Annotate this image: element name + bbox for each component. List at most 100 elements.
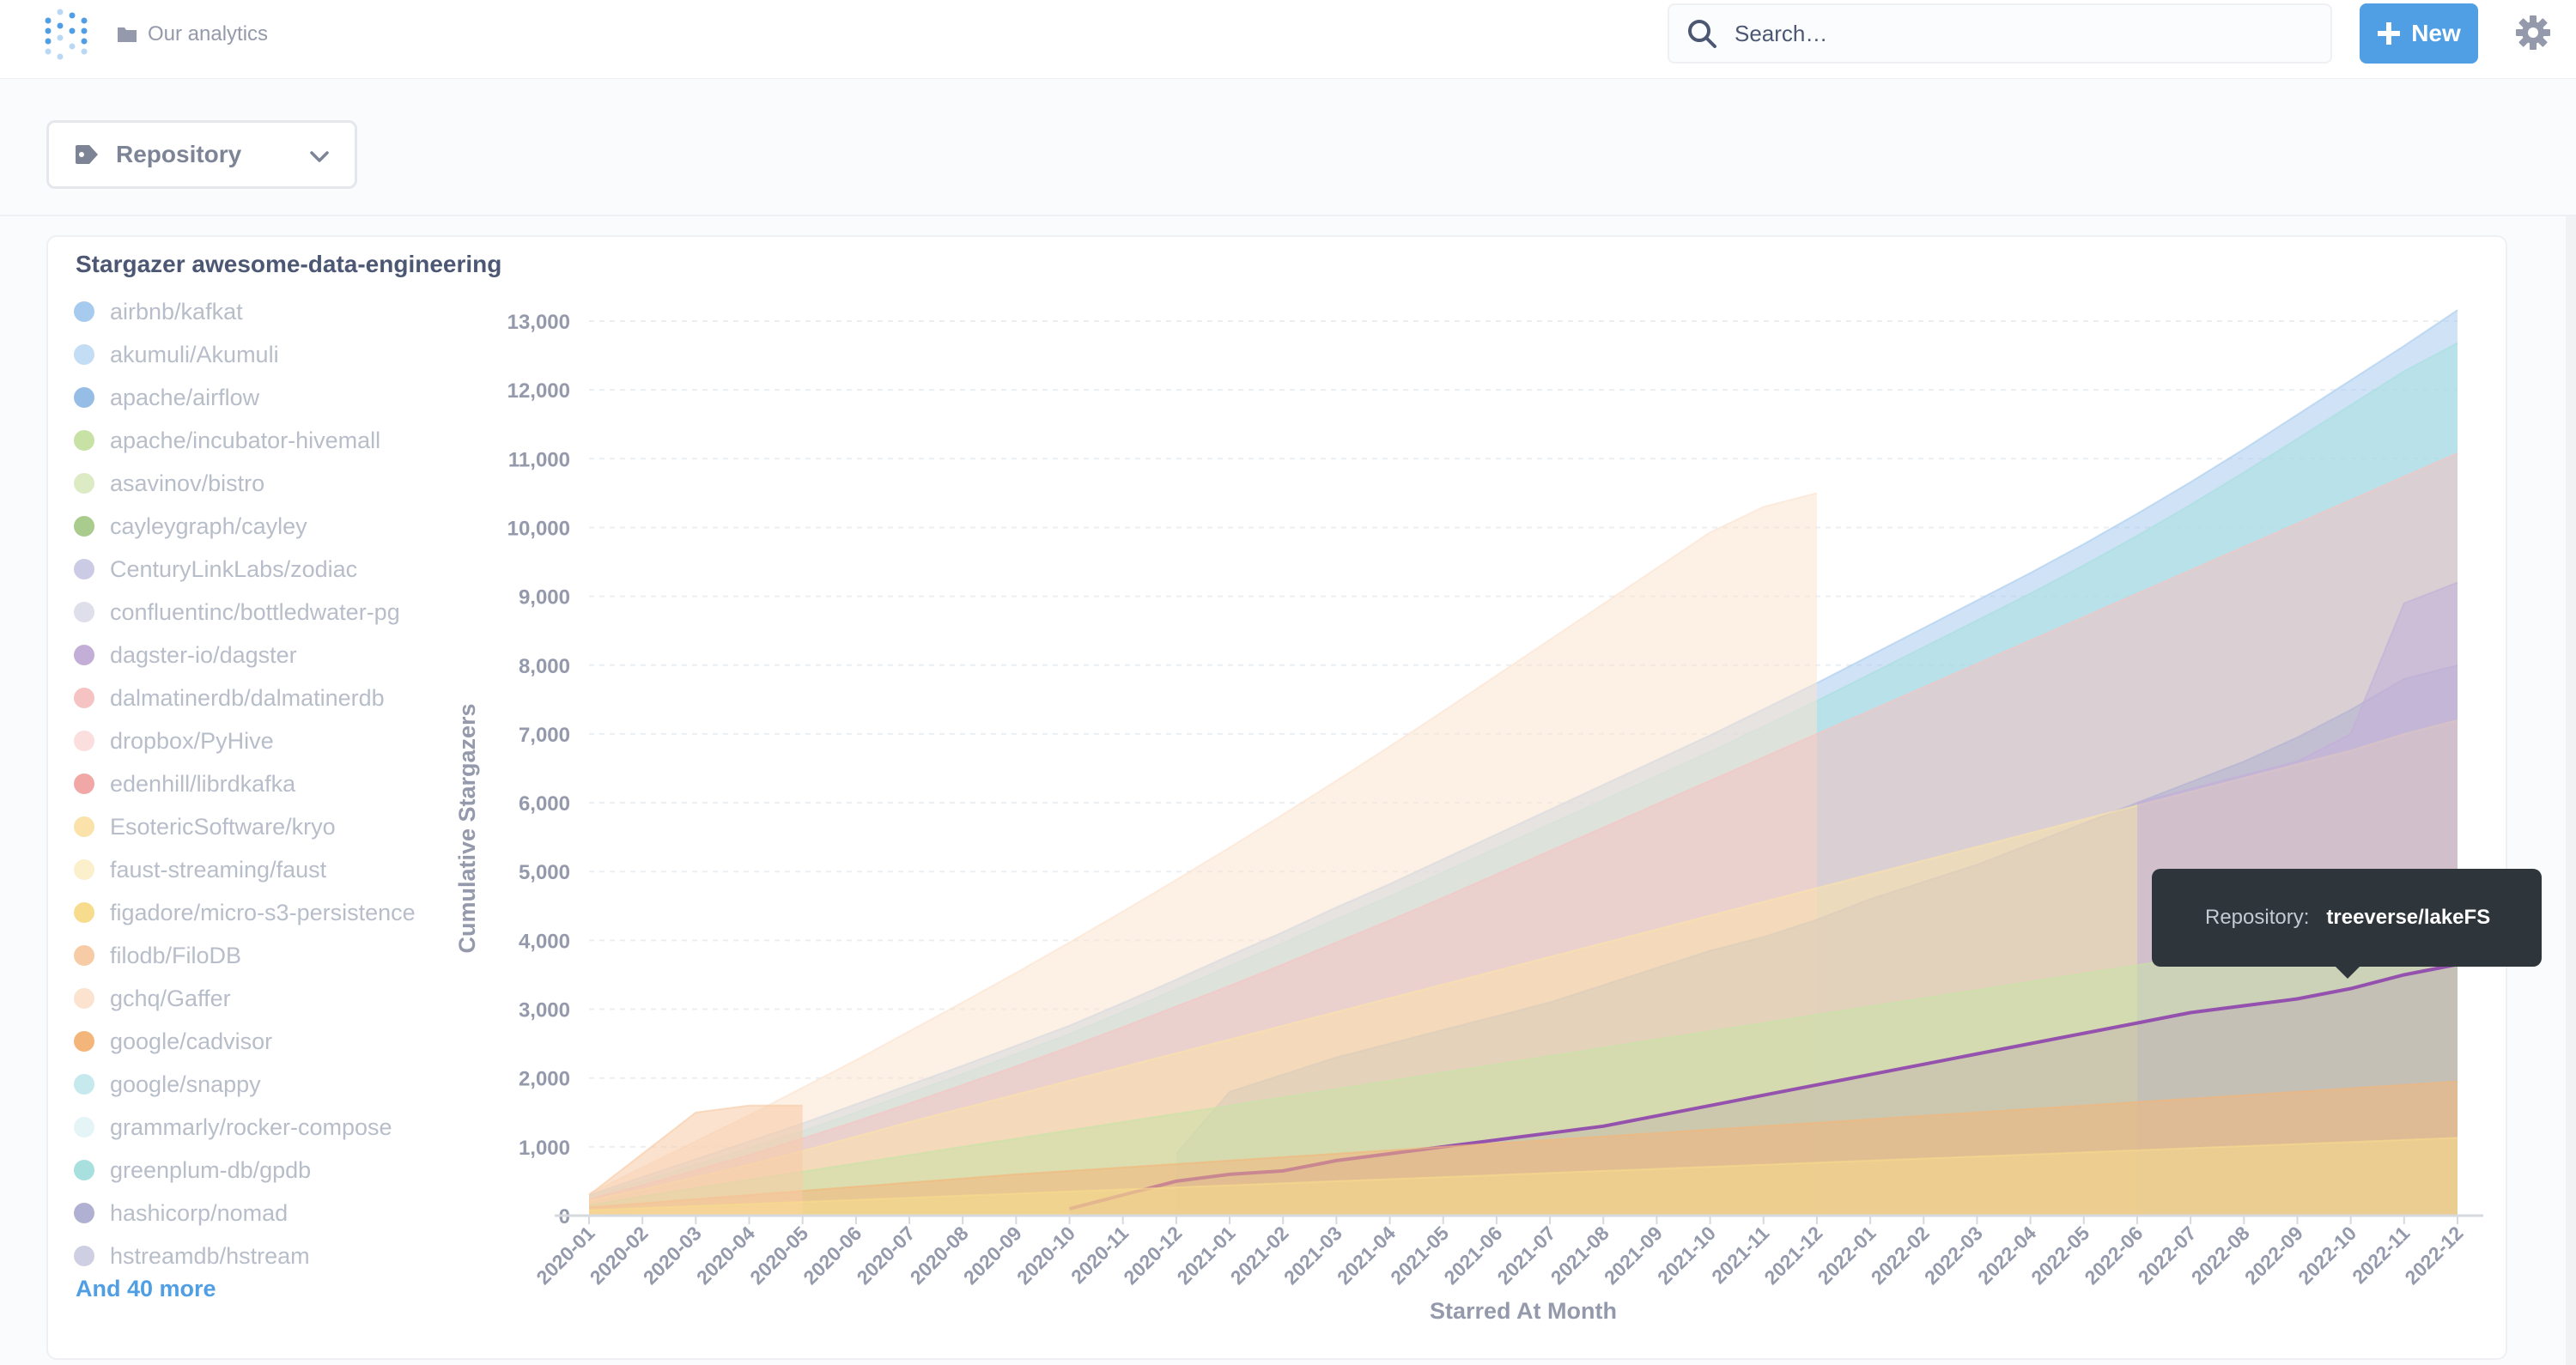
legend-item[interactable]: faust-streaming/faust xyxy=(74,848,486,891)
legend-dot-icon xyxy=(74,645,94,665)
y-axis-title: Cumulative Stargazers xyxy=(454,703,480,953)
legend-item[interactable]: CenturyLinkLabs/zodiac xyxy=(74,548,486,591)
legend-label: faust-streaming/faust xyxy=(110,856,327,883)
x-tick-label: 2022-03 xyxy=(1920,1222,1987,1289)
y-tick-label: 3,000 xyxy=(519,999,570,1022)
series-area[interactable] xyxy=(589,1105,803,1216)
x-tick-label: 2022-11 xyxy=(2348,1222,2414,1288)
legend-label: CenturyLinkLabs/zodiac xyxy=(110,555,358,582)
x-tick-label: 2020-10 xyxy=(1012,1222,1079,1289)
legend-dot-icon xyxy=(74,301,94,322)
legend-dot-icon xyxy=(74,731,94,751)
y-tick-label: 5,000 xyxy=(519,861,570,884)
legend-dot-icon xyxy=(74,1031,94,1052)
y-tick-label: 4,000 xyxy=(519,930,570,953)
legend-label: hstreamdb/hstream xyxy=(110,1242,310,1269)
legend-item[interactable]: dagster-io/dagster xyxy=(74,634,486,676)
repository-filter[interactable]: Repository xyxy=(46,120,357,189)
legend-item[interactable]: google/snappy xyxy=(74,1063,486,1106)
top-navbar: Our analytics New xyxy=(0,0,2576,79)
legend-label: dropbox/PyHive xyxy=(110,727,274,754)
legend-item[interactable]: akumuli/Akumuli xyxy=(74,333,486,376)
search-input[interactable] xyxy=(1733,19,2303,48)
legend-dot-icon xyxy=(74,816,94,837)
legend-label: dalmatinerdb/dalmatinerdb xyxy=(110,684,385,711)
x-tick-label: 2021-07 xyxy=(1493,1222,1560,1289)
series-line xyxy=(588,1104,803,1196)
legend-item[interactable]: hashicorp/nomad xyxy=(74,1192,486,1235)
x-tick-label: 2021-12 xyxy=(1759,1222,1826,1289)
x-tick-label: 2021-11 xyxy=(1707,1222,1773,1288)
tooltip-value: treeverse/lakeFS xyxy=(2326,906,2491,929)
legend-label: apache/incubator-hivemall xyxy=(110,427,381,453)
x-tick-label: 2020-11 xyxy=(1066,1222,1133,1288)
new-button[interactable]: New xyxy=(2360,3,2478,64)
x-tick-label: 2021-05 xyxy=(1386,1222,1453,1289)
tooltip-key: Repository: xyxy=(2205,906,2310,929)
legend-dot-icon xyxy=(74,1074,94,1095)
legend-item[interactable]: cayleygraph/cayley xyxy=(74,505,486,548)
x-tick-label: 2020-07 xyxy=(852,1222,919,1289)
legend-item[interactable]: apache/incubator-hivemall xyxy=(74,419,486,462)
legend-label: confluentinc/bottledwater-pg xyxy=(110,598,400,625)
legend-label: google/cadvisor xyxy=(110,1028,273,1054)
legend-item[interactable]: asavinov/bistro xyxy=(74,462,486,505)
chevron-down-icon xyxy=(310,151,329,162)
x-tick-label: 2021-10 xyxy=(1653,1222,1720,1289)
breadcrumb-collection[interactable]: Our analytics xyxy=(148,22,269,46)
series-area[interactable] xyxy=(589,1138,2458,1216)
legend-item[interactable]: dropbox/PyHive xyxy=(74,719,486,762)
metabase-logo-icon[interactable] xyxy=(45,9,91,60)
search-box[interactable] xyxy=(1668,3,2332,64)
legend-item[interactable]: airbnb/kafkat xyxy=(74,290,486,333)
x-tick-label: 2022-08 xyxy=(2187,1222,2254,1289)
y-tick-label: 11,000 xyxy=(508,448,570,471)
x-tick-label: 2021-01 xyxy=(1173,1222,1240,1289)
legend-dot-icon xyxy=(74,559,94,579)
x-tick-label: 2022-12 xyxy=(2400,1222,2467,1289)
filter-label: Repository xyxy=(116,141,242,167)
legend-item[interactable]: grammarly/rocker-compose xyxy=(74,1106,486,1149)
legend-label: akumuli/Akumuli xyxy=(110,341,279,367)
legend-dot-icon xyxy=(74,516,94,537)
legend-item[interactable]: gchq/Gaffer xyxy=(74,977,486,1020)
legend-item[interactable]: confluentinc/bottledwater-pg xyxy=(74,591,486,634)
gear-icon[interactable] xyxy=(2514,14,2552,52)
legend-item[interactable]: greenplum-db/gpdb xyxy=(74,1149,486,1192)
legend-item[interactable]: EsotericSoftware/kryo xyxy=(74,805,486,848)
legend-item[interactable]: google/cadvisor xyxy=(74,1020,486,1063)
y-tick-label: 6,000 xyxy=(519,792,570,816)
legend-item[interactable]: hstreamdb/hstream xyxy=(74,1235,486,1277)
legend-dot-icon xyxy=(74,387,94,408)
x-tick-label: 2020-04 xyxy=(692,1222,759,1289)
legend-label: gchq/Gaffer xyxy=(110,985,231,1011)
legend-label: airbnb/kafkat xyxy=(110,298,243,325)
legend-label: apache/airflow xyxy=(110,384,260,410)
legend-item[interactable]: filodb/FiloDB xyxy=(74,934,486,977)
legend-dot-icon xyxy=(74,430,94,451)
legend-more-link[interactable]: And 40 more xyxy=(76,1276,216,1301)
x-tick-label: 2021-09 xyxy=(1600,1222,1667,1289)
legend-dot-icon xyxy=(74,859,94,880)
legend-label: cayleygraph/cayley xyxy=(110,513,307,539)
x-tick-label: 2020-05 xyxy=(745,1222,812,1289)
breadcrumb[interactable]: Our analytics xyxy=(117,19,268,50)
x-tick-label: 2020-09 xyxy=(959,1222,1026,1289)
legend-item[interactable]: apache/airflow xyxy=(74,376,486,419)
x-tick-label: 2021-02 xyxy=(1226,1222,1293,1289)
scrollbar-track[interactable] xyxy=(2566,216,2576,1365)
card-title[interactable]: Stargazer awesome-data-engineering xyxy=(76,251,502,277)
x-tick-label: 2020-01 xyxy=(532,1222,598,1289)
plus-icon xyxy=(2378,22,2401,45)
legend-item[interactable]: figadore/micro-s3-persistence xyxy=(74,891,486,934)
x-tick-label: 2022-07 xyxy=(2134,1222,2201,1289)
x-tick-label: 2021-08 xyxy=(1546,1222,1613,1289)
legend-item[interactable]: edenhill/librdkafka xyxy=(74,762,486,805)
folder-icon xyxy=(118,27,137,42)
y-tick-label: 1,000 xyxy=(519,1137,570,1160)
y-tick-label: 9,000 xyxy=(519,586,570,610)
x-tick-label: 2021-04 xyxy=(1333,1222,1400,1289)
legend-dot-icon xyxy=(74,945,94,966)
area-chart[interactable]: 01,0002,0003,0004,0005,0006,0007,0008,00… xyxy=(48,237,2506,1358)
legend-item[interactable]: dalmatinerdb/dalmatinerdb xyxy=(74,676,486,719)
